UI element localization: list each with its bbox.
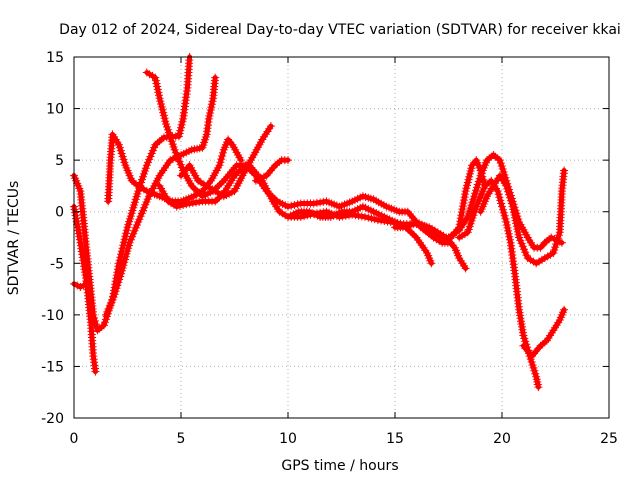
data-point: [290, 201, 299, 209]
data-point: [95, 324, 104, 333]
data-point: [560, 166, 569, 175]
tick-layer: 0 5 10 15 20 25 -20 -15 -10 -5 0 5 10 15: [41, 50, 618, 447]
plot-frame: [73, 56, 610, 419]
data-point: [236, 156, 245, 165]
series-arc-14: [476, 166, 569, 268]
chart-title: Day 012 of 2024, Sidereal Day-to-day VTE…: [59, 22, 621, 38]
x-tick-label: 25: [600, 431, 618, 447]
data-point: [410, 231, 419, 240]
data-point: [182, 200, 191, 209]
x-tick-label: 15: [386, 431, 404, 447]
data-point: [230, 171, 239, 180]
data-point: [431, 231, 440, 240]
data-point: [303, 211, 312, 220]
data-point: [338, 212, 347, 221]
data-point: [370, 215, 379, 224]
data-point: [211, 73, 220, 82]
data-point: [538, 340, 547, 349]
grid-layer: [74, 57, 609, 418]
series-arc-03: [70, 202, 100, 376]
data-point: [266, 191, 275, 200]
data-point: [427, 259, 436, 268]
data-point: [249, 169, 258, 178]
data-point: [491, 152, 500, 161]
data-point: [534, 383, 543, 392]
data-point: [179, 201, 188, 209]
series-arc-08: [177, 122, 275, 201]
data-point: [540, 338, 549, 347]
x-tick-label: 5: [177, 431, 186, 447]
y-tick-label: -20: [41, 411, 64, 427]
x-tick-label: 0: [70, 431, 79, 447]
data-point: [192, 186, 200, 195]
series-layer: [70, 53, 569, 392]
data-point: [406, 227, 414, 236]
data-point: [284, 156, 292, 165]
data-point: [485, 154, 494, 163]
data-point: [153, 138, 162, 147]
data-point: [217, 178, 226, 187]
y-tick-label: -15: [41, 359, 64, 375]
data-point: [309, 199, 318, 208]
data-point: [300, 212, 309, 221]
y-tick-label: 10: [46, 102, 64, 118]
data-point: [296, 212, 305, 221]
data-point: [364, 213, 373, 222]
data-point: [266, 122, 275, 131]
x-tick-label: 10: [279, 431, 297, 447]
data-point: [423, 223, 432, 232]
data-point: [172, 202, 181, 211]
data-point: [461, 264, 470, 273]
data-point: [361, 212, 369, 221]
data-point: [293, 200, 302, 209]
data-point: [427, 227, 436, 236]
y-tick-label: -10: [41, 308, 64, 324]
series-arc-04: [102, 73, 220, 319]
data-point: [273, 159, 282, 168]
y-tick-label: 15: [46, 50, 64, 66]
data-point: [480, 181, 489, 190]
data-point: [185, 199, 194, 208]
series-arc-16: [519, 305, 569, 361]
data-point: [306, 210, 315, 219]
x-tick-label: 20: [493, 431, 511, 447]
series-arc-15: [540, 233, 566, 247]
data-point: [91, 367, 100, 376]
data-point: [284, 202, 292, 211]
data-point: [187, 181, 196, 190]
data-point: [262, 187, 271, 196]
data-point: [213, 195, 222, 204]
series-arc-09: [251, 156, 292, 185]
x-axis-label: GPS time / hours: [281, 458, 398, 474]
data-point: [271, 161, 280, 170]
data-point: [555, 237, 564, 246]
data-point: [354, 211, 363, 220]
data-point: [287, 201, 296, 210]
data-point: [550, 235, 559, 243]
y-tick-label: 5: [55, 153, 64, 169]
data-point: [367, 214, 376, 223]
data-point: [132, 180, 141, 189]
data-point: [76, 283, 85, 291]
y-tick-label: 0: [55, 205, 64, 221]
data-point: [485, 178, 494, 187]
data-point: [127, 176, 136, 185]
data-point: [557, 238, 566, 247]
data-point: [271, 195, 280, 204]
data-point: [547, 233, 556, 242]
data-point: [175, 201, 184, 210]
data-point: [234, 167, 243, 176]
y-axis-label: SDTVAR / TECUs: [6, 181, 22, 296]
data-point: [155, 137, 164, 146]
data-point: [540, 238, 549, 247]
y-tick-label: -5: [50, 256, 64, 272]
data-point: [196, 190, 205, 199]
data-point: [312, 209, 321, 218]
data-point: [560, 305, 569, 314]
